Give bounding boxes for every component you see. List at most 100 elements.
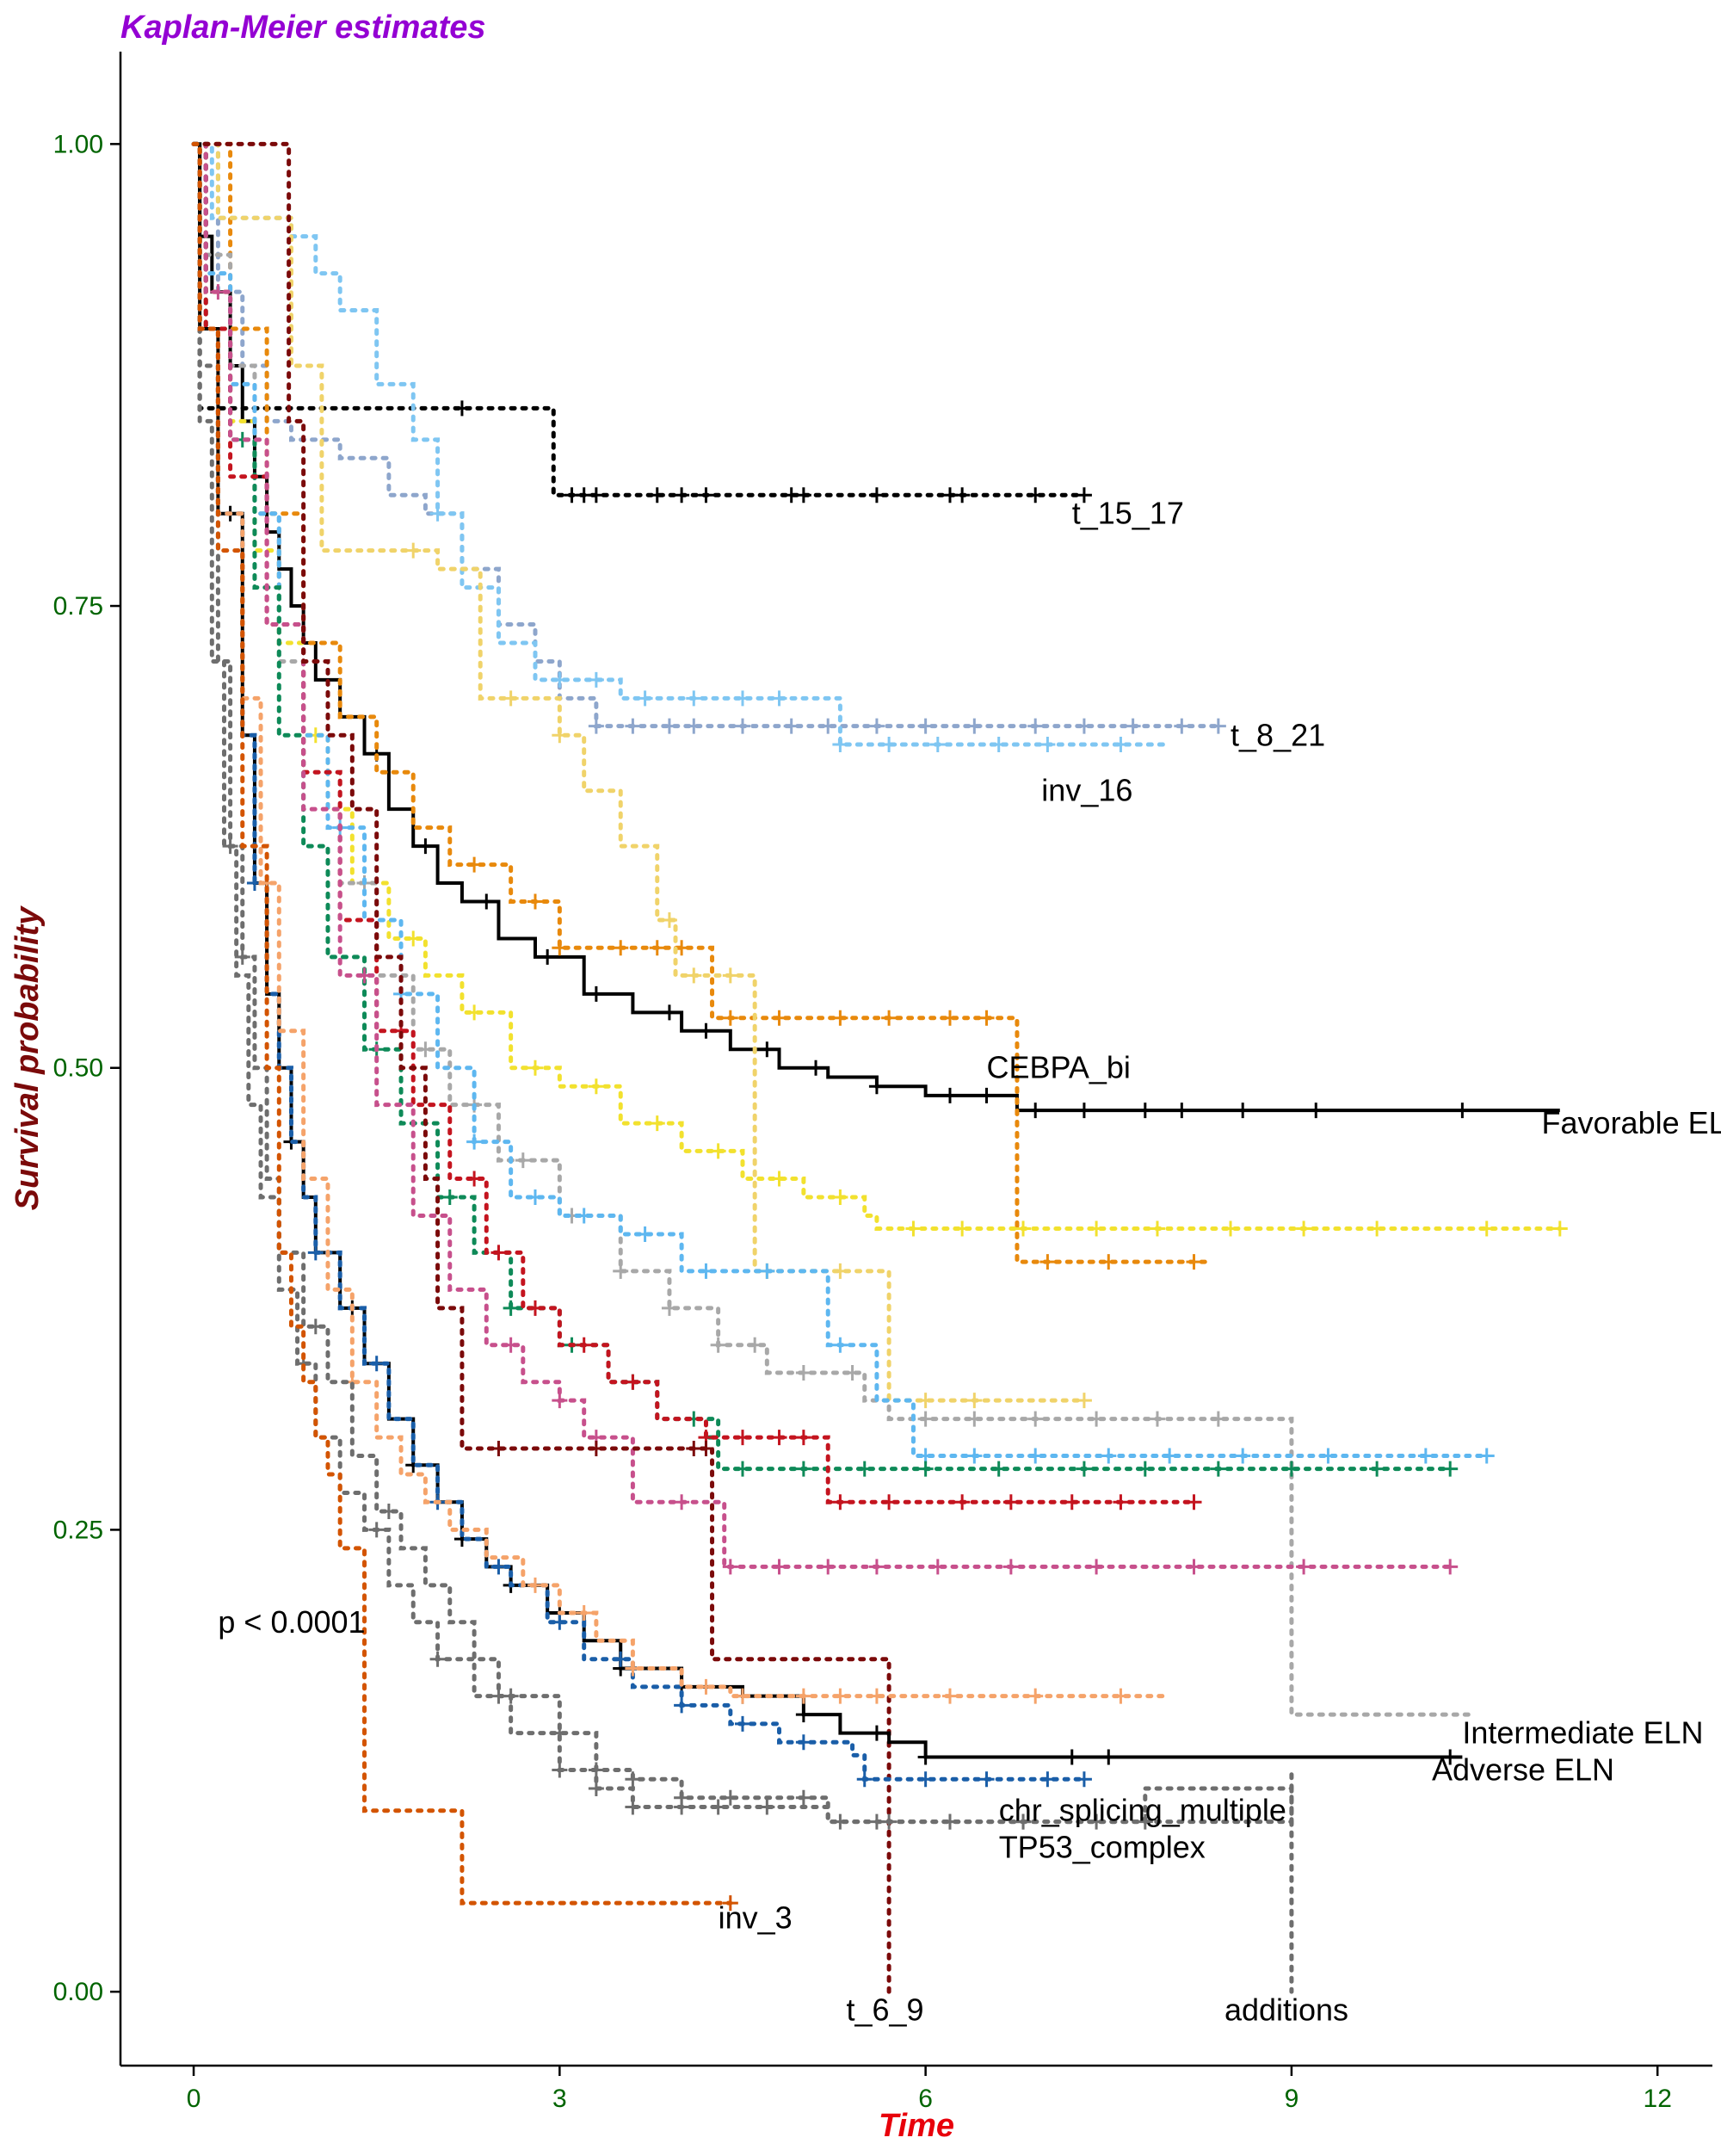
censor-mark (490, 1688, 507, 1704)
censor-mark (1369, 1461, 1385, 1477)
censor-mark (1186, 1254, 1202, 1270)
censor-mark (1320, 1448, 1336, 1464)
curve-tp53-complex (191, 141, 1294, 1825)
censor-mark (795, 1430, 811, 1446)
censor-mark (613, 1263, 629, 1279)
censor-mark (588, 1440, 604, 1456)
censor-mark (1113, 737, 1129, 753)
censor-mark (734, 1430, 750, 1446)
censor-mark (868, 487, 885, 503)
censor-mark (1149, 1220, 1165, 1237)
censor-mark (649, 487, 665, 503)
censor-mark (734, 718, 750, 734)
censor-mark (1076, 1393, 1092, 1409)
censor-mark (954, 1494, 971, 1510)
censor-mark (820, 718, 836, 734)
y-tick-label: 0.00 (53, 1978, 103, 2006)
censor-mark (1137, 1103, 1153, 1119)
censor-mark (1015, 1220, 1032, 1237)
censor-mark (747, 1337, 763, 1353)
censor-mark (1210, 1411, 1226, 1427)
censor-mark (686, 967, 702, 984)
censor-mark (1442, 1749, 1459, 1765)
censor-mark (832, 1010, 848, 1026)
censor-mark (820, 1559, 836, 1575)
censor-mark (771, 1559, 787, 1575)
censor-mark (795, 1364, 811, 1381)
censor-mark (1113, 1494, 1129, 1510)
censor-mark (917, 1393, 934, 1409)
censor-mark (1186, 1559, 1202, 1575)
censor-mark (637, 1226, 653, 1242)
censor-mark (929, 1559, 946, 1575)
censor-mark (1039, 1254, 1056, 1270)
censor-mark (674, 1697, 690, 1714)
censor-mark (941, 1813, 958, 1830)
censor-mark (710, 1337, 726, 1353)
censor-mark (954, 1220, 971, 1237)
censor-mark (625, 718, 641, 734)
series-tp53-complex (191, 141, 1294, 1830)
censor-mark (917, 718, 934, 734)
censor-mark (552, 727, 568, 744)
censor-mark (954, 487, 971, 503)
censor-mark (503, 1300, 519, 1316)
censor-mark (868, 1725, 885, 1741)
censor-mark (1235, 1103, 1251, 1119)
censor-mark (637, 690, 653, 707)
censor-mark (674, 487, 690, 503)
p-value-annotation: p < 0.0001 (218, 1604, 365, 1640)
censor-mark (1113, 1688, 1129, 1704)
censor-mark (722, 1010, 738, 1026)
censor-mark (613, 940, 629, 956)
survival-curves (191, 141, 1568, 1994)
censor-mark (1442, 1461, 1459, 1477)
censor-mark (1027, 1448, 1044, 1464)
censor-mark (1454, 1103, 1471, 1119)
censor-mark (1369, 1220, 1385, 1237)
curve-adverse-eln (194, 142, 1463, 1759)
censor-mark (466, 856, 483, 873)
censor-mark (1064, 1749, 1080, 1765)
series-chr-splicing-multiple (191, 141, 1172, 1704)
censor-mark (795, 1688, 811, 1704)
censor-mark (1308, 1103, 1324, 1119)
series-blue (191, 141, 1092, 1788)
censor-mark (1076, 718, 1092, 734)
censor-mark (661, 1004, 677, 1021)
censor-mark (1210, 1461, 1226, 1477)
censor-mark (771, 1430, 787, 1446)
censor-mark (1125, 718, 1141, 734)
censor-mark (552, 940, 568, 956)
censor-mark (856, 1461, 873, 1477)
censor-mark (1296, 1559, 1312, 1575)
series-yellow (191, 141, 1568, 1237)
censor-mark (698, 1263, 714, 1279)
censor-mark (734, 1688, 750, 1704)
censor-mark (1027, 718, 1044, 734)
censor-mark (527, 1577, 543, 1593)
censor-mark (417, 838, 434, 855)
censor-mark (466, 1134, 483, 1150)
censor-mark (1027, 1103, 1044, 1119)
censor-mark (1089, 1220, 1105, 1237)
label-favorable-eln: Favorable ELN (1542, 1105, 1721, 1140)
censor-mark (1101, 1448, 1117, 1464)
censor-mark (978, 1010, 995, 1026)
censor-mark (868, 1078, 885, 1095)
series-t-6-9 (191, 141, 891, 1994)
censor-mark (1210, 718, 1226, 734)
censor-mark (661, 911, 677, 928)
curve-blue (191, 141, 1087, 1782)
censor-mark (771, 1010, 787, 1026)
label-additions: additions (1224, 1992, 1348, 2028)
censor-mark (905, 1220, 922, 1237)
censor-mark (759, 1041, 775, 1058)
censor-mark (917, 1771, 934, 1788)
censor-mark (734, 1715, 750, 1732)
censor-mark (1076, 1461, 1092, 1477)
censor-mark (1076, 1103, 1092, 1119)
series-inv-16 (191, 141, 1172, 753)
label-chr-splicing-multiple: chr_splicing_multiple (999, 1793, 1286, 1828)
censor-mark (917, 1749, 934, 1765)
